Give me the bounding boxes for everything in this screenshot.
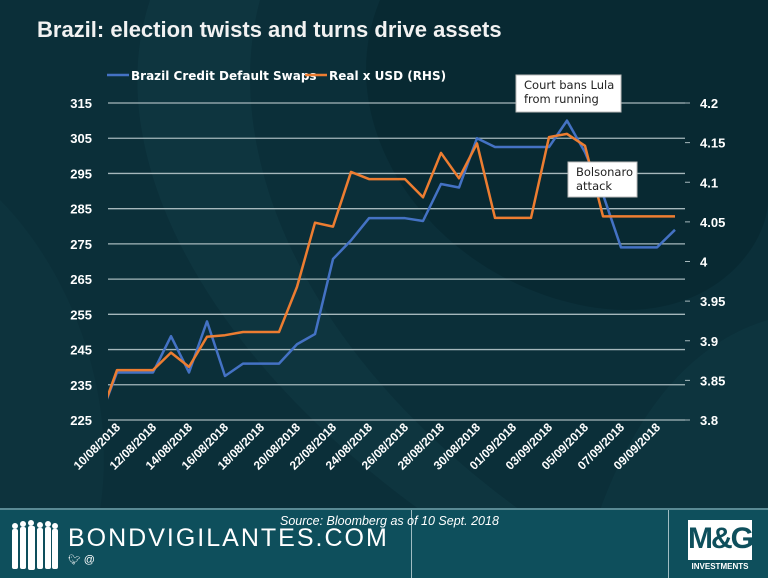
y-right-tick-label: 4.05 [700,215,725,230]
y-right-tick-label: 3.95 [700,294,725,309]
annotation-text: from running [524,92,599,106]
y-left-tick-label: 255 [70,307,92,322]
y-right-tick-label: 3.85 [700,373,725,388]
annotation-text: attack [576,179,612,193]
background-decoration [0,0,768,510]
annotation-text: Court bans Lula [524,78,614,92]
divider [411,510,412,578]
mg-logo-sub: INVESTMENTS [691,562,749,571]
y-left-tick-label: 295 [70,166,92,181]
y-left-tick-label: 275 [70,237,92,252]
y-left-tick-label: 285 [70,202,92,217]
twitter-icon[interactable]: 🐦︎ [68,555,81,566]
y-left-tick-label: 225 [70,413,92,428]
legend-label: Real x USD (RHS) [329,69,446,83]
brand-name: BONDVIGILANTES.COM [68,524,389,552]
y-right-tick-label: 4.1 [700,175,718,190]
y-right-tick-label: 3.8 [700,413,718,428]
chart: 225 235 245 255 265 275 285 295 305 315 3.8 3.85 3.… [70,69,725,473]
y-right-tick-label: 4.2 [700,96,718,111]
y-left-tick-label: 265 [70,272,92,287]
series-line-brl [108,132,675,399]
divider [668,510,669,578]
source-note: Source: Bloomberg as of 10 Sept. 2018 [280,514,499,528]
people-silhouette-logo [12,520,58,570]
legend-label: Brazil Credit Default Swaps [131,69,317,83]
footer: BONDVIGILANTES.COM 🐦︎ @ Source: Bloomber… [0,508,768,578]
annotation-text: Bolsonaro [576,165,633,179]
y-right-tick-label: 4 [700,255,708,270]
y-left-tick-label: 245 [70,343,92,358]
email-link[interactable]: @ [83,554,95,566]
mg-logo: M&G INVESTMENTS [680,520,760,574]
mg-logo-text: M&G [688,522,754,555]
y-left-tick-label: 305 [70,131,92,146]
social-links: 🐦︎ @ [68,554,95,566]
y-left-tick-label: 315 [70,96,92,111]
y-left-tick-label: 235 [70,378,92,393]
chart-title: Brazil: election twists and turns drive … [37,17,502,42]
y-right-tick-label: 3.9 [700,334,718,349]
y-right-tick-label: 4.15 [700,136,725,151]
